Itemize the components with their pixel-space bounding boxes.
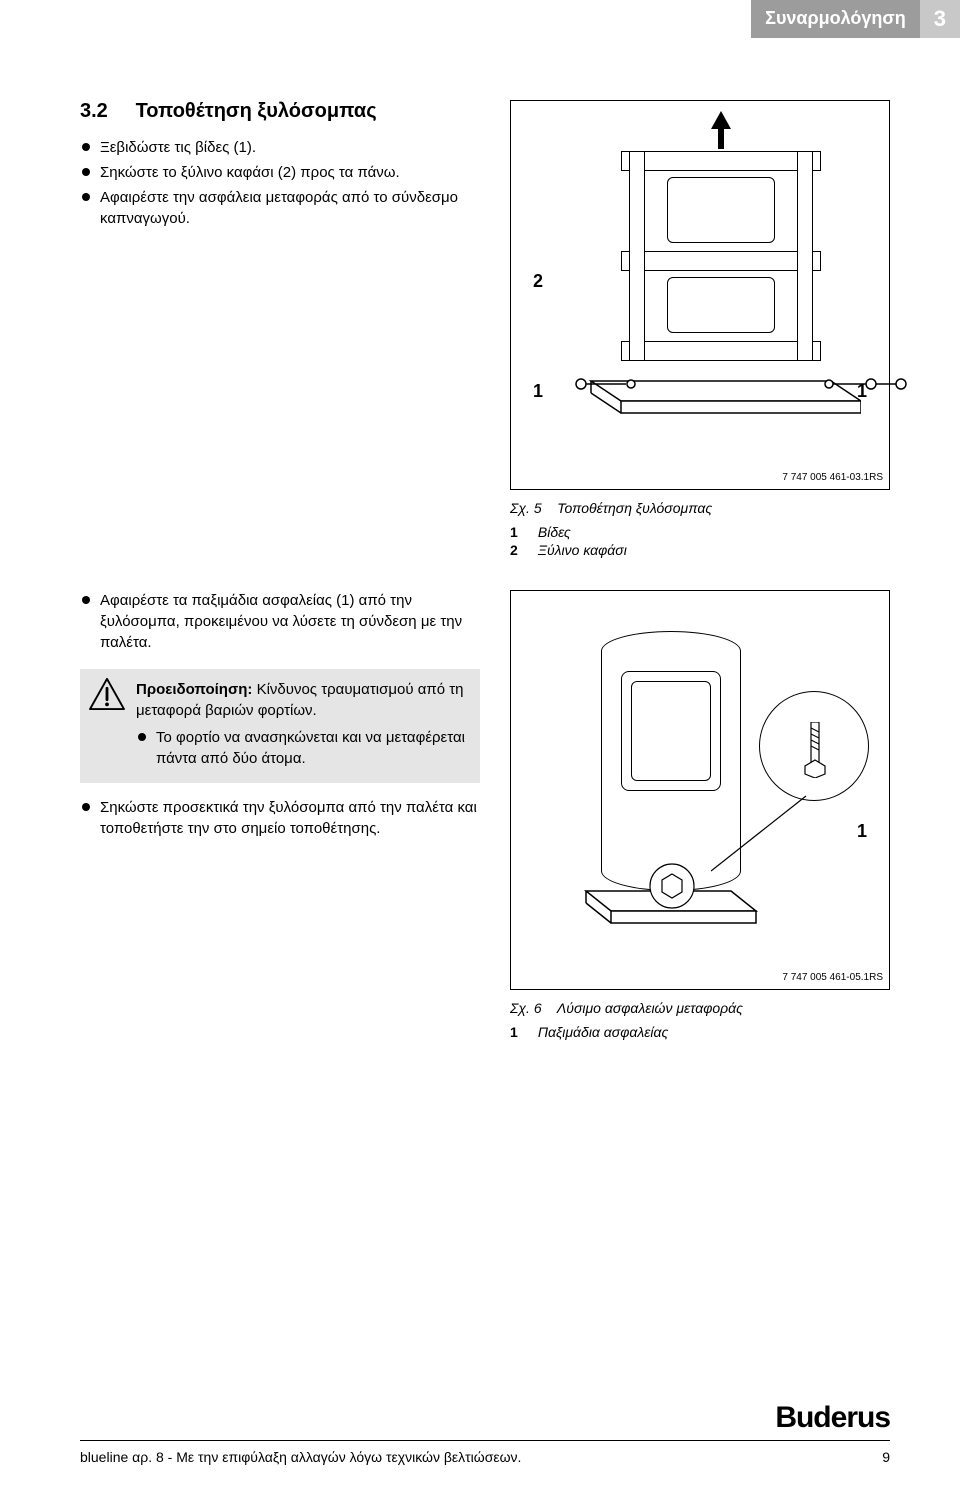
bullets-top: Ξεβιδώστε τις βίδες (1). Σηκώστε το ξύλι… xyxy=(80,137,480,229)
list-item: Αφαιρέστε τα παξιμάδια ασφαλείας (1) από… xyxy=(80,590,480,653)
nut-circle-icon xyxy=(647,861,697,911)
figure-6-caption: Σχ. 6 Λύσιμο ασφαλειών μεταφοράς xyxy=(510,1000,890,1016)
legend-text: Βίδες xyxy=(538,524,571,540)
legend-key: 1 xyxy=(510,1024,534,1040)
header-section-title: Συναρμολόγηση xyxy=(751,0,920,38)
right-col-top: 2 1 1 7 747 005 461-03.1RS Σχ. 5 Τοποθέτ… xyxy=(510,100,890,560)
legend-item: 1 Βίδες xyxy=(510,524,890,540)
right-col-bottom: 1 7 747 005 461-05.1RS Σχ. 6 Λύσιμο ασφα… xyxy=(510,590,890,1042)
content: 3.2 Τοποθέτηση ξυλόσομπας Ξεβιδώστε τις … xyxy=(80,100,890,1042)
list-item: Ξεβιδώστε τις βίδες (1). xyxy=(80,137,480,158)
row-bottom: Αφαιρέστε τα παξιμάδια ασφαλείας (1) από… xyxy=(80,590,890,1042)
figure-label-1: 1 xyxy=(533,381,543,402)
mid-bullet: Αφαιρέστε τα παξιμάδια ασφαλείας (1) από… xyxy=(80,590,480,653)
section-heading: 3.2 Τοποθέτηση ξυλόσομπας xyxy=(80,100,480,123)
figure-label-1b: 1 xyxy=(857,381,867,402)
warning-triangle-icon xyxy=(88,677,126,711)
caption-text: Τοποθέτηση ξυλόσομπας xyxy=(557,500,712,516)
list-item: Σηκώστε το ξύλινο καφάσι (2) προς τα πάν… xyxy=(80,162,480,183)
figure-id: 7 747 005 461-05.1RS xyxy=(782,972,883,983)
figure-6-legend: 1 Παξιμάδια ασφαλείας xyxy=(510,1024,890,1040)
figure-label-2: 2 xyxy=(533,271,543,292)
page-number: 9 xyxy=(882,1449,890,1465)
detail-circle xyxy=(759,691,869,801)
section-title: Τοποθέτηση ξυλόσομπας xyxy=(136,100,377,122)
figure-5-caption: Σχ. 5 Τοποθέτηση ξυλόσομπας xyxy=(510,500,890,516)
brand-logo: Buderus xyxy=(775,1401,890,1435)
warning-box: Προειδοποίηση: Κίνδυνος τραυματισμού από… xyxy=(80,669,480,783)
screw-detail-icon xyxy=(804,722,826,778)
left-col-top: 3.2 Τοποθέτηση ξυλόσομπας Ξεβιδώστε τις … xyxy=(80,100,480,560)
list-item: Σηκώστε προσεκτικά την ξυλόσομπα από την… xyxy=(80,797,480,839)
warning-text: Προειδοποίηση: Κίνδυνος τραυματισμού από… xyxy=(136,679,468,721)
footer-text: blueline αρ. 8 - Mε την επιφύλαξη αλλαγώ… xyxy=(80,1449,521,1465)
callout-line xyxy=(711,791,841,881)
caption-prefix: Σχ. 6 xyxy=(510,1000,542,1016)
page: Συναρμολόγηση 3 3.2 Τοποθέτηση ξυλόσομπα… xyxy=(0,0,960,1509)
footer: blueline αρ. 8 - Mε την επιφύλαξη αλλαγώ… xyxy=(80,1440,890,1465)
stove-packed-illustration xyxy=(621,131,821,391)
legend-item: 2 Ξύλινο καφάσι xyxy=(510,542,890,558)
warning-heading: Προειδοποίηση: xyxy=(136,681,252,698)
list-item: Αφαιρέστε την ασφάλεια μεταφοράς από το … xyxy=(80,187,480,229)
bullets-bottom: Σηκώστε προσεκτικά την ξυλόσομπα από την… xyxy=(80,797,480,839)
figure-label-1: 1 xyxy=(857,821,867,842)
legend-item: 1 Παξιμάδια ασφαλείας xyxy=(510,1024,890,1040)
legend-text: Ξύλινο καφάσι xyxy=(538,542,627,558)
section-number: 3.2 xyxy=(80,100,130,123)
legend-key: 1 xyxy=(510,524,534,540)
warning-bullets: Το φορτίο να ανασηκώνεται και να μεταφέρ… xyxy=(136,727,468,769)
caption-text: Λύσιμο ασφαλειών μεταφοράς xyxy=(557,1000,743,1016)
header-bar: Συναρμολόγηση 3 xyxy=(751,0,960,38)
screw-left-icon xyxy=(571,369,641,399)
figure-6: 1 7 747 005 461-05.1RS xyxy=(510,590,890,990)
left-col-bottom: Αφαιρέστε τα παξιμάδια ασφαλείας (1) από… xyxy=(80,590,480,1042)
legend-text: Παξιμάδια ασφαλείας xyxy=(538,1024,668,1040)
header-section-number: 3 xyxy=(920,0,960,38)
list-item: Το φορτίο να ανασηκώνεται και να μεταφέρ… xyxy=(136,727,468,769)
caption-prefix: Σχ. 5 xyxy=(510,500,542,516)
row-top: 3.2 Τοποθέτηση ξυλόσομπας Ξεβιδώστε τις … xyxy=(80,100,890,560)
figure-5: 2 1 1 7 747 005 461-03.1RS xyxy=(510,100,890,490)
figure-id: 7 747 005 461-03.1RS xyxy=(782,472,883,483)
legend-key: 2 xyxy=(510,542,534,558)
figure-5-legend: 1 Βίδες 2 Ξύλινο καφάσι xyxy=(510,524,890,558)
